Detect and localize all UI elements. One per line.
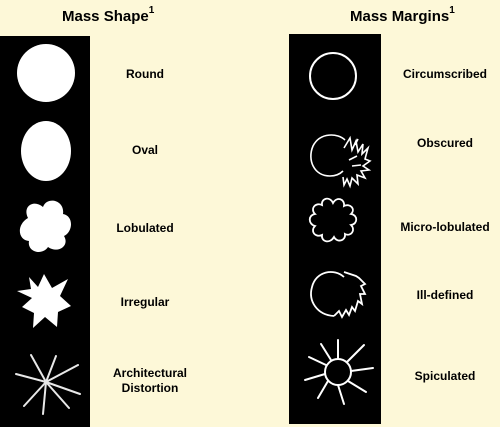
mass-shape-title-sup: 1 (148, 5, 155, 16)
label-micro-lobulated: Micro-lobulated (400, 220, 490, 234)
label-architectural-distortion: Architectural Distortion (100, 366, 200, 396)
label-circumscribed: Circumscribed (402, 67, 488, 81)
mass-margins-title-sup: 1 (449, 5, 455, 16)
label-architectural-distortion-line1: Architectural (112, 366, 188, 380)
mass-shape-title-text: Mass Shape (62, 8, 149, 25)
spiculated-shape (304, 339, 374, 405)
micro-lobulated-shape (308, 197, 358, 243)
mass-margins-title: Mass Margins1 (350, 5, 455, 26)
circumscribed-shape (309, 52, 357, 100)
architectural-distortion-shape (15, 354, 81, 415)
label-spiculated: Spiculated (414, 369, 476, 383)
label-ill-defined: Ill-defined (416, 288, 474, 302)
label-round: Round (126, 67, 164, 81)
label-lobulated: Lobulated (116, 221, 174, 235)
lobulated-shape (19, 200, 72, 252)
ill-defined-shape (310, 271, 367, 319)
mass-shape-title: Mass Shape1 (62, 5, 155, 26)
label-irregular: Irregular (120, 295, 170, 309)
mass-margins-title-text: Mass Margins (350, 8, 450, 25)
round-shape (17, 44, 75, 102)
irregular-shape (17, 274, 71, 328)
oval-shape (21, 121, 71, 181)
label-oval: Oval (131, 143, 158, 157)
obscured-shape (310, 134, 372, 189)
label-obscured: Obscured (416, 136, 473, 150)
label-architectural-distortion-line2: Distortion (121, 381, 179, 395)
